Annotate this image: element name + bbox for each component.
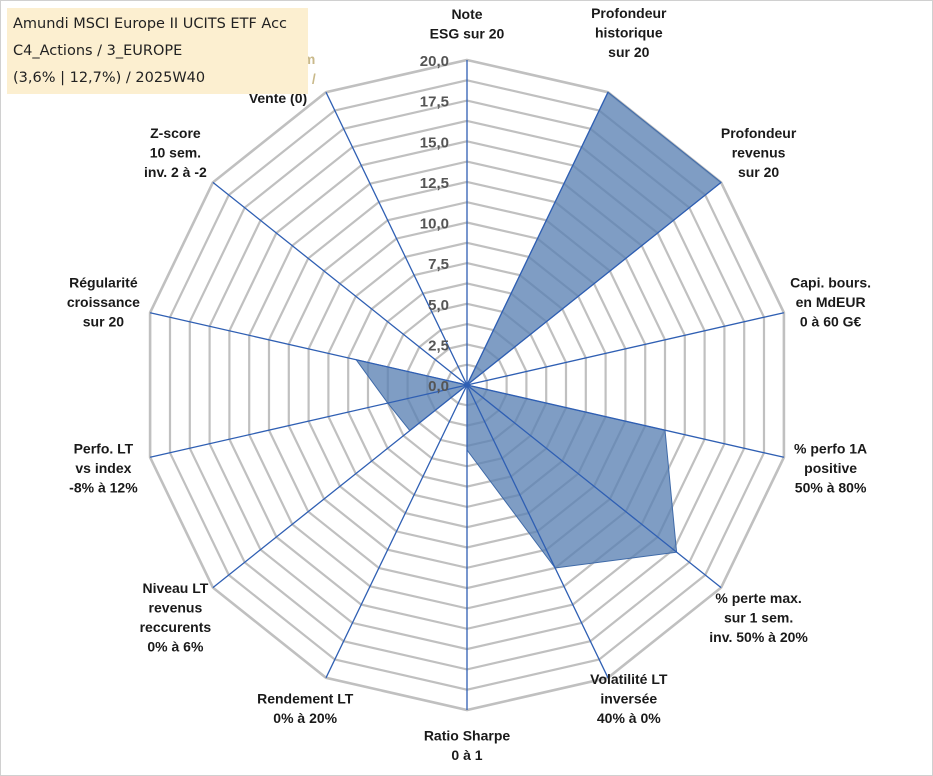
category-label: inversée	[600, 691, 657, 707]
category-label: 10 sem.	[150, 144, 201, 160]
tick-label: 0,0	[428, 378, 449, 395]
tick-label: 7,5	[428, 256, 449, 273]
axis-spoke	[466, 384, 722, 589]
axis-spoke	[325, 384, 468, 679]
category-label: sur 20	[83, 313, 124, 329]
axis-spoke	[212, 181, 468, 386]
tick-label: 2,5	[428, 337, 449, 354]
axis-spoke	[212, 384, 468, 589]
category-label: Capi. bours.	[790, 274, 871, 290]
category-label: % perte max.	[715, 590, 801, 606]
axis-spoke	[466, 91, 609, 386]
category-label: Vente (0)	[249, 90, 307, 106]
chart-title: Amundi MSCI Europe II UCITS ETF Acc	[13, 16, 288, 32]
tick-label: 5,0	[428, 297, 449, 314]
series-area	[354, 91, 722, 569]
axis-spoke	[325, 91, 468, 386]
axis-spoke	[149, 384, 468, 458]
category-label: sur 20	[608, 44, 649, 60]
category-label: revenus	[149, 600, 203, 616]
tick-label: 15,0	[420, 134, 449, 151]
tick-label: 17,5	[420, 94, 449, 111]
category-label: 0 à 1	[451, 747, 482, 763]
tick-label: 20,0	[420, 53, 449, 70]
category-label: Z-score	[150, 125, 201, 141]
category-label: historique	[595, 24, 663, 40]
category-label: sur 1 sem.	[724, 609, 793, 625]
category-label: inv. 2 à -2	[144, 164, 207, 180]
category-label: sur 20	[738, 164, 779, 180]
category-label: reccurents	[140, 619, 212, 635]
tick-label: 12,5	[420, 175, 449, 192]
category-label: en MdEUR	[796, 294, 866, 310]
category-label: Volatilité LT	[590, 671, 668, 687]
category-label: Note	[451, 6, 482, 22]
category-label: inv. 50% à 20%	[709, 629, 808, 645]
axis-spoke	[466, 384, 785, 458]
category-label: 0% à 20%	[273, 710, 337, 726]
category-label: ESG sur 20	[430, 26, 505, 42]
category-label: Régularité	[69, 274, 138, 290]
category-label: Rendement LT	[257, 691, 354, 707]
category-label: positive	[804, 460, 857, 476]
category-label: revenus	[732, 144, 786, 160]
category-label: Profondeur	[591, 5, 667, 21]
chart-subtitle-stats: (3,6% | 12,7%) / 2025W40	[13, 70, 206, 86]
category-label: 0% à 6%	[147, 639, 204, 655]
category-label: Perfo. LT	[74, 440, 134, 456]
chart-subtitle-category: C4_Actions / 3_EUROPE	[13, 43, 183, 59]
axis-spoke	[466, 312, 785, 386]
category-label: Ratio Sharpe	[424, 728, 511, 744]
category-label: 0 à 60 G€	[800, 313, 862, 329]
category-label: Niveau LT	[142, 580, 208, 596]
tick-label: 10,0	[420, 216, 449, 233]
axis-spoke	[466, 181, 722, 386]
category-label: 50% à 80%	[795, 479, 867, 495]
category-label: vs index	[75, 460, 131, 476]
category-label: -8% à 12%	[69, 479, 138, 495]
category-label: croissance	[67, 294, 140, 310]
axis-spoke	[149, 312, 468, 386]
category-label: 40% à 0%	[597, 710, 661, 726]
category-label: Profondeur	[721, 125, 797, 141]
chart-title-box: Amundi MSCI Europe II UCITS ETF Acc C4_A…	[7, 8, 308, 94]
axis-spoke	[466, 384, 609, 679]
category-label: % perfo 1A	[794, 440, 867, 456]
